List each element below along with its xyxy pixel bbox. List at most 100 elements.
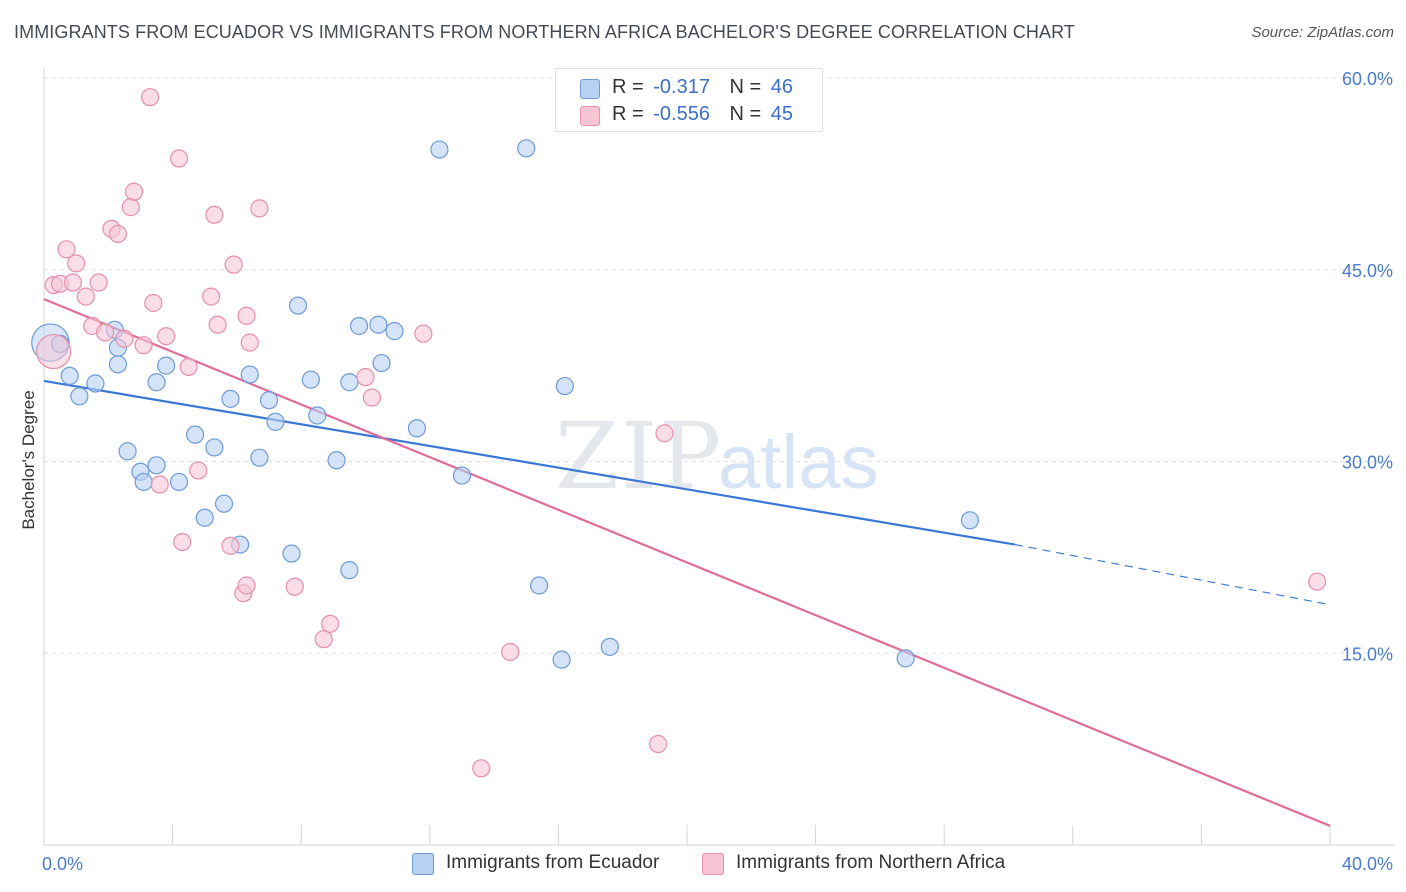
ecuador-point <box>896 649 915 668</box>
axes <box>43 68 1395 846</box>
ecuador-point <box>195 508 214 527</box>
northern-africa-point <box>202 287 221 306</box>
northern-africa-point <box>115 329 134 348</box>
northern-africa-point <box>57 240 76 259</box>
northern-africa-point <box>150 475 169 494</box>
northern-africa-point <box>189 461 208 480</box>
northern-africa-point <box>237 306 256 325</box>
y-tick-label: 15.0% <box>1342 644 1393 664</box>
ecuador-point <box>555 376 574 396</box>
y-tick-label: 45.0% <box>1342 261 1393 281</box>
ecuador-trend-line <box>43 379 1016 546</box>
ecuador-point <box>407 419 427 438</box>
legend-r-label: R = <box>612 103 644 125</box>
northern-africa-point <box>169 149 189 168</box>
ecuador-point <box>147 373 166 392</box>
northern-africa-point <box>63 273 83 292</box>
ecuador-point <box>250 448 269 467</box>
ecuador-point <box>86 374 105 393</box>
ecuador-point <box>301 370 320 389</box>
x-tick-label: 40.0% <box>1342 854 1393 874</box>
ecuador-point <box>340 373 359 392</box>
northern-africa-point <box>173 532 192 552</box>
northern-africa-point <box>208 315 227 334</box>
ecuador-point <box>430 140 449 159</box>
northern-africa-point <box>134 336 153 355</box>
ecuador-point <box>517 139 536 158</box>
ecuador-point <box>108 355 128 374</box>
watermark: ZIP atlas <box>555 403 879 510</box>
legend-swatch-northern-africa <box>580 106 600 126</box>
northern-africa-point <box>67 254 86 273</box>
ecuador-point <box>282 544 301 563</box>
ecuador-point <box>369 315 388 334</box>
tick-labels: 60.0% 45.0% 30.0% 15.0% 0.0% 40.0% <box>42 69 1393 874</box>
northern-africa-point <box>356 368 375 387</box>
ecuador-point <box>327 451 346 470</box>
legend-r-label: R = <box>612 76 644 98</box>
northern-africa-point <box>144 293 163 313</box>
northern-africa-point <box>205 205 224 224</box>
ecuador-point <box>385 322 404 341</box>
ecuador-point <box>266 412 285 431</box>
grid-lines <box>44 77 1395 654</box>
bottom-legend-swatch-ecuador <box>412 853 434 875</box>
ecuador-point <box>147 456 166 475</box>
ecuador-point <box>118 442 137 461</box>
northern-africa-point <box>321 614 340 633</box>
ecuador-point <box>308 406 327 425</box>
ecuador-point <box>205 438 224 457</box>
ecuador-point <box>214 494 234 513</box>
legend-n-label: N = <box>729 76 762 98</box>
ecuador-point <box>288 296 308 315</box>
ecuador-point <box>134 472 153 492</box>
y-tick-label: 60.0% <box>1342 69 1393 89</box>
source-credit: Source: ZipAtlas.com <box>1251 24 1394 41</box>
northern-africa-point <box>240 333 259 352</box>
ecuador-point <box>60 366 79 385</box>
data-points <box>31 88 1327 778</box>
ecuador-point <box>240 365 259 384</box>
northern-africa-point <box>76 287 95 306</box>
northern-africa-point <box>121 198 140 217</box>
bottom-legend-label-ecuador: Immigrants from Ecuador <box>446 852 660 873</box>
legend-n-label: N = <box>729 103 762 125</box>
legend-n-value: 45 <box>770 103 794 125</box>
watermark-atlas: atlas <box>718 420 879 505</box>
ecuador-point <box>169 472 189 492</box>
ecuador-point <box>340 561 359 580</box>
ecuador-point <box>259 391 279 410</box>
northern-africa-trend-line <box>43 298 1331 827</box>
northern-africa-point <box>648 734 668 754</box>
y-tick-label: 30.0% <box>1342 453 1393 473</box>
northern-africa-point <box>36 333 72 370</box>
ecuador-point <box>349 316 369 336</box>
northern-africa-point <box>124 182 144 201</box>
watermark-zip: ZIP <box>555 403 723 510</box>
y-axis-label: Bachelor's Degree <box>19 390 38 529</box>
northern-africa-point <box>89 273 108 292</box>
ecuador-point <box>600 637 619 656</box>
northern-africa-point <box>501 642 520 662</box>
ecuador-point <box>157 356 176 375</box>
northern-africa-point <box>655 424 674 443</box>
legend-n-value: 46 <box>770 76 794 98</box>
northern-africa-point <box>221 536 240 555</box>
chart-title: IMMIGRANTS FROM ECUADOR VS IMMIGRANTS FR… <box>14 22 1075 42</box>
ecuador-point <box>372 353 391 373</box>
correlation-legend: R = -0.317 N = 46 R = -0.556 N = 45 <box>555 68 823 132</box>
northern-africa-point <box>95 323 115 342</box>
northern-africa-point <box>140 88 160 107</box>
northern-africa-point <box>414 324 433 343</box>
ecuador-point <box>221 389 240 408</box>
northern-africa-point <box>472 759 491 778</box>
northern-africa-point <box>250 199 269 218</box>
ecuador-point <box>186 425 205 444</box>
bottom-legend-swatch-northern-africa <box>702 853 724 875</box>
ecuador-point <box>70 387 89 406</box>
northern-africa-point <box>362 388 382 407</box>
legend-swatch-ecuador <box>580 79 600 99</box>
x-tick-label: 0.0% <box>42 854 83 874</box>
northern-africa-point <box>108 224 128 244</box>
